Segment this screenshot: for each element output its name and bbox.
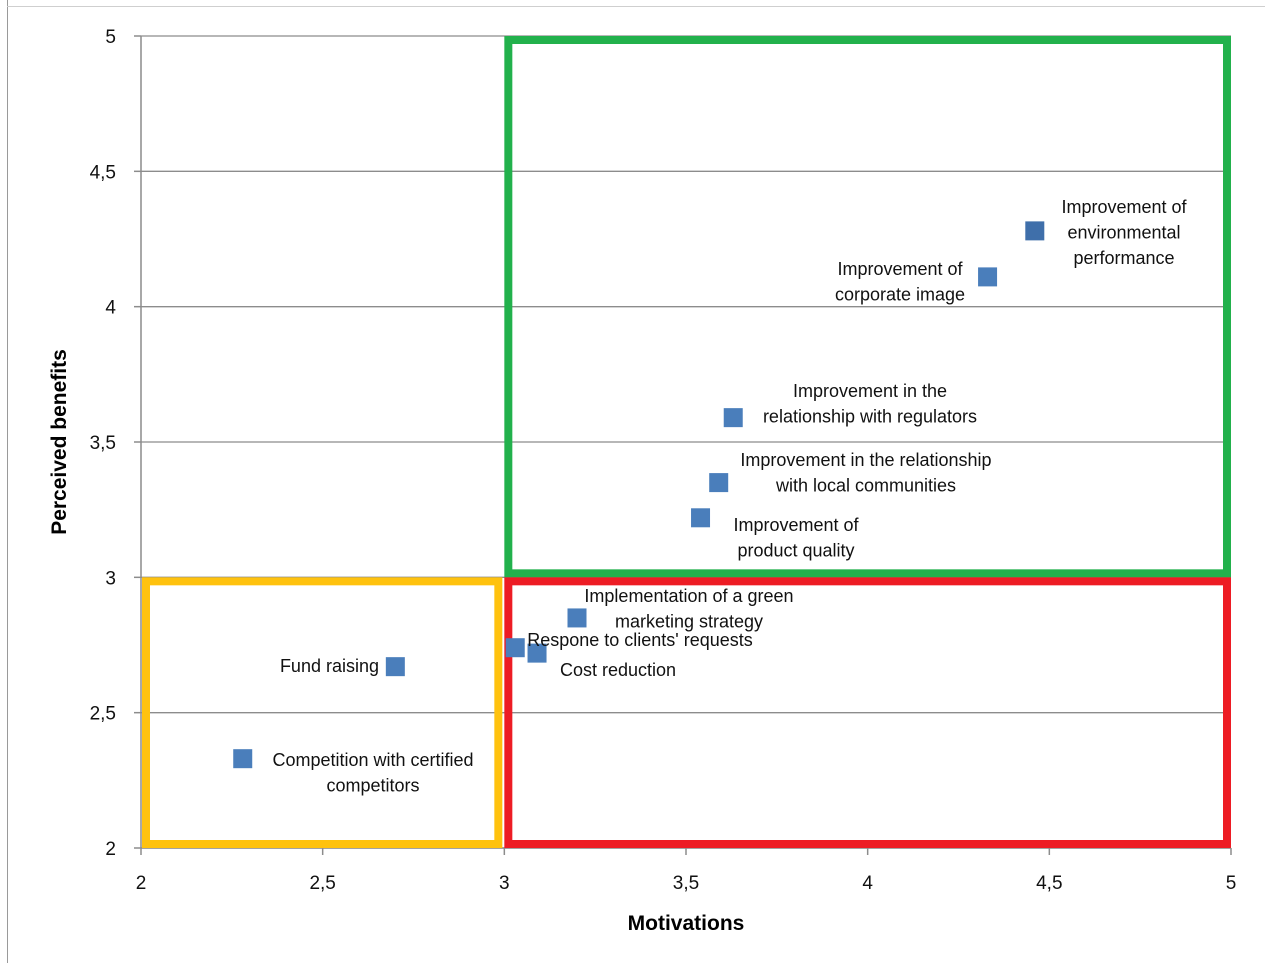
top-frame-line: [7, 6, 1265, 7]
x-tick-label: 3,5: [673, 873, 699, 894]
data-point: [691, 508, 711, 528]
data-point: [723, 408, 743, 428]
left-frame-line: [7, 0, 8, 963]
point-label-line: Implementation of a green: [584, 586, 793, 606]
point-label: Improvement in the relationship with loca…: [740, 450, 991, 496]
data-point: [1025, 221, 1045, 241]
tick-labels: 2 2,5 3 3,5 4 4,5 5 2 2,5 3 3,5 4 4,5 5: [90, 27, 1237, 894]
gridlines: [141, 35, 1231, 849]
point-label-line: Improvement of: [1061, 197, 1187, 217]
point-label-line: competitors: [326, 776, 419, 796]
point-label: Improvement of product quality: [733, 515, 859, 561]
point-label: Implementation of a green marketing strat…: [584, 586, 793, 632]
point-label-line: environmental: [1067, 223, 1180, 243]
y-tick-label: 4,5: [90, 162, 116, 183]
y-tick-label: 4: [105, 298, 116, 319]
x-tick-label: 4: [862, 873, 873, 894]
point-label: Improvement of environmental performance: [1061, 197, 1187, 268]
x-tick-label: 2: [136, 873, 147, 894]
quadrant-box: [142, 577, 503, 848]
point-label-line: Cost reduction: [560, 660, 676, 680]
point-label-line: with local communities: [775, 476, 956, 496]
point-label: Improvement in the relationship with regu…: [763, 381, 977, 427]
point-label-line: performance: [1073, 248, 1174, 268]
y-tick-label: 3,5: [90, 433, 116, 454]
point-label: Cost reduction: [560, 660, 676, 680]
point-label-line: Improvement in the relationship: [740, 450, 991, 470]
point-label-line: Improvement of: [733, 515, 859, 535]
y-tick-label: 2: [105, 839, 116, 860]
point-label: Respone to clients' requests: [527, 630, 753, 650]
y-tick-label: 5: [105, 27, 116, 48]
point-label-line: Improvement of: [837, 259, 963, 279]
point-label: Competition with certified competitors: [272, 750, 473, 796]
data-point: [709, 473, 729, 493]
point-label-line: product quality: [737, 541, 854, 561]
data-point: [567, 608, 587, 628]
quadrant-box: [504, 577, 1232, 848]
x-axis-title: Motivations: [628, 912, 745, 935]
y-tick-label: 2,5: [90, 704, 116, 725]
quadrant-boxes: [142, 36, 1232, 848]
x-tick-label: 2,5: [309, 873, 335, 894]
y-axis-title: Perceived benefits: [48, 349, 71, 535]
point-label-line: Competition with certified: [272, 750, 473, 770]
data-point: [527, 643, 547, 663]
data-point: [233, 749, 253, 769]
point-label-line: Improvement in the: [793, 381, 947, 401]
y-tick-label: 3: [105, 568, 116, 589]
point-label-line: Respone to clients' requests: [527, 630, 753, 650]
data-point: [385, 657, 405, 677]
axes: [134, 35, 1232, 855]
x-tick-label: 3: [499, 873, 510, 894]
point-label-line: marketing strategy: [615, 612, 763, 632]
point-label: Fund raising: [280, 656, 379, 676]
point-label-line: relationship with regulators: [763, 407, 977, 427]
x-tick-label: 5: [1226, 873, 1237, 894]
x-tick-label: 4,5: [1036, 873, 1062, 894]
data-point: [505, 638, 525, 658]
data-point: [978, 267, 998, 287]
point-labels: Improvement of environmental performanceIm…: [272, 197, 1187, 796]
point-label-line: Fund raising: [280, 656, 379, 676]
point-label: Improvement of corporate image: [835, 259, 965, 305]
data-points: [233, 221, 1045, 769]
quadrant-box: [504, 36, 1232, 578]
point-label-line: corporate image: [835, 285, 965, 305]
